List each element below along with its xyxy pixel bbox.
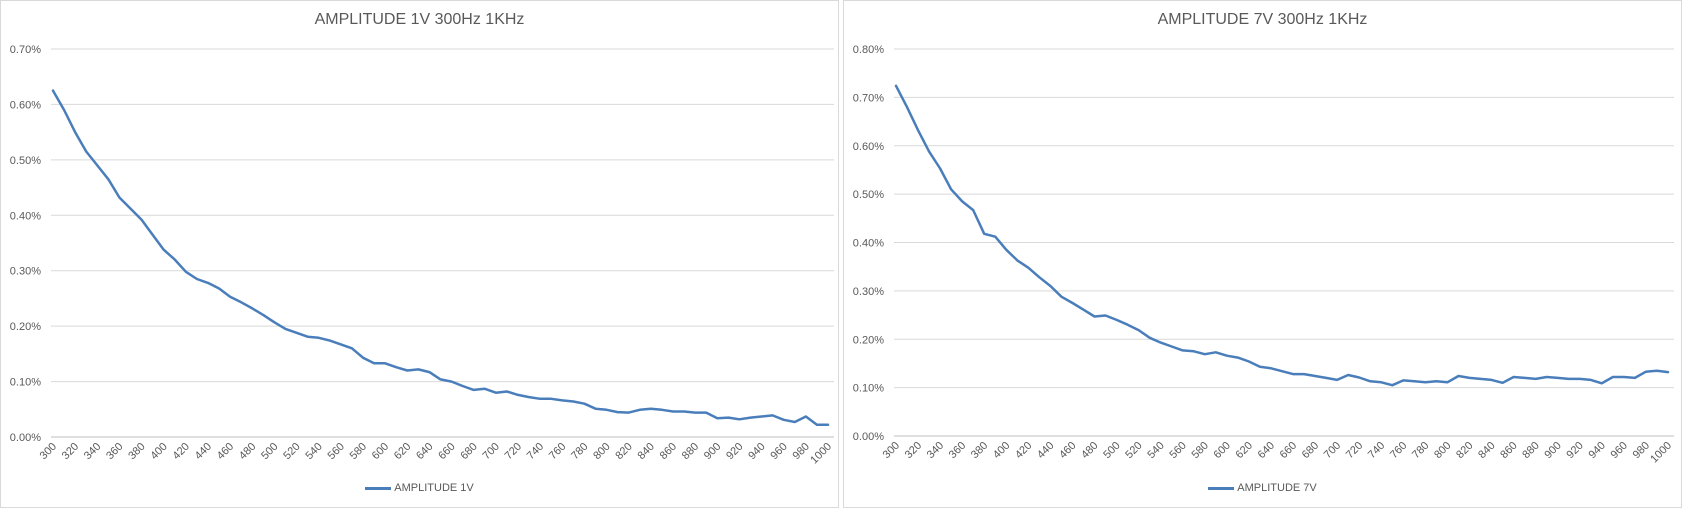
- x-tick-label: 880: [680, 441, 701, 462]
- y-tick-label: 0.80%: [853, 44, 884, 56]
- x-tick-label: 680: [458, 441, 479, 462]
- y-tick-label: 0.50%: [853, 189, 884, 201]
- y-tick-label: 0.40%: [853, 238, 884, 250]
- x-tick-label: 400: [991, 440, 1012, 461]
- x-tick-label: 380: [969, 440, 990, 461]
- x-tick-label: 460: [1057, 440, 1078, 461]
- x-tick-label: 720: [503, 441, 524, 462]
- x-tick-label: 780: [1410, 440, 1431, 461]
- x-tick-label: 760: [1388, 440, 1409, 461]
- y-tick-label: 0.30%: [853, 286, 884, 298]
- x-tick-label: 560: [326, 441, 347, 462]
- x-tick-label: 940: [1586, 440, 1607, 461]
- x-tick-label: 820: [613, 441, 634, 462]
- x-tick-label: 620: [1234, 440, 1255, 461]
- x-tick-label: 540: [303, 441, 324, 462]
- chart-title: AMPLITUDE 7V 300Hz 1KHz: [1157, 11, 1368, 28]
- x-tick-label: 740: [525, 441, 546, 462]
- y-tick-label: 0.40%: [10, 210, 41, 222]
- x-tick-label: 860: [658, 441, 679, 462]
- x-tick-label: 700: [1322, 440, 1343, 461]
- legend-swatch: [365, 486, 392, 490]
- x-tick-label: 840: [636, 441, 657, 462]
- x-tick-label: 760: [547, 441, 568, 462]
- chart-plot-area: 0.00% 0.10% 0.20% 0.30% 0.40% 0.50% 0.60% 0.70%…: [10, 44, 834, 467]
- series-line: [51, 89, 830, 427]
- x-tick-label: 400: [148, 441, 169, 462]
- chart-plot-area: 0.00% 0.10% 0.20% 0.30% 0.40% 0.50% 0.60% 0.70%…: [853, 44, 1674, 466]
- x-tick-label: 800: [1432, 440, 1453, 461]
- x-tick-label: 840: [1476, 440, 1497, 461]
- chart-legend: AMPLITUDE 1V: [1, 482, 838, 494]
- chart-legend: AMPLITUDE 7V: [844, 482, 1681, 494]
- y-tick-label: 0.20%: [10, 321, 41, 333]
- x-tick-label: 420: [1013, 440, 1034, 461]
- y-tick-label: 0.00%: [853, 431, 884, 443]
- x-tick-label: 820: [1454, 440, 1475, 461]
- x-tick-label: 500: [1101, 440, 1122, 461]
- legend-label: AMPLITUDE 7V: [1237, 482, 1317, 495]
- y-tick-label: 0.70%: [853, 92, 884, 104]
- x-tick-label: 520: [1123, 440, 1144, 461]
- x-tick-label: 940: [746, 441, 767, 462]
- x-tick-label: 380: [126, 441, 147, 462]
- x-tick-label: 640: [1256, 440, 1277, 461]
- x-tick-label: 320: [903, 440, 924, 461]
- y-tick-label: 0.20%: [853, 334, 884, 346]
- x-tick-label: 560: [1167, 440, 1188, 461]
- x-tick-label: 600: [370, 441, 391, 462]
- x-tick-label: 920: [1564, 440, 1585, 461]
- chart-title: AMPLITUDE 1V 300Hz 1KHz: [314, 11, 525, 28]
- x-tick-label: 680: [1300, 440, 1321, 461]
- x-tick-label: 440: [1035, 440, 1056, 461]
- x-tick-label: 1000: [808, 441, 834, 467]
- x-tick-label: 580: [1189, 440, 1210, 461]
- x-tick-label: 900: [702, 441, 723, 462]
- y-tick-label: 0.70%: [10, 44, 41, 56]
- x-tick-label: 340: [925, 440, 946, 461]
- x-tick-label: 440: [193, 441, 214, 462]
- x-tick-label: 600: [1212, 440, 1233, 461]
- x-tick-label: 580: [348, 441, 369, 462]
- chart-amplitude-1v: AMPLITUDE 1V 300Hz 1KHz 0.00% 0.10% 0.20% 0…: [0, 0, 839, 508]
- x-tick-label: 860: [1498, 440, 1519, 461]
- x-tick-label: 960: [1609, 440, 1630, 461]
- x-tick-label: 520: [281, 441, 302, 462]
- x-tick-label: 700: [481, 441, 502, 462]
- y-tick-label: 0.10%: [853, 383, 884, 395]
- x-tick-label: 480: [1079, 440, 1100, 461]
- x-tick-label: 640: [414, 441, 435, 462]
- x-tick-label: 320: [60, 441, 81, 462]
- x-tick-label: 340: [82, 441, 103, 462]
- x-tick-label: 720: [1344, 440, 1365, 461]
- x-tick-label: 920: [724, 441, 745, 462]
- series-line: [894, 84, 1670, 387]
- x-tick-label: 1000: [1648, 440, 1674, 466]
- x-tick-label: 360: [104, 441, 125, 462]
- chart-amplitude-7v: AMPLITUDE 7V 300Hz 1KHz 0.00% 0.10% 0.20% 0…: [843, 0, 1682, 508]
- x-tick-label: 660: [1278, 440, 1299, 461]
- legend-swatch: [1208, 486, 1235, 490]
- x-tick-label: 360: [947, 440, 968, 461]
- x-tick-label: 800: [591, 441, 612, 462]
- x-tick-label: 880: [1520, 440, 1541, 461]
- x-tick-label: 900: [1542, 440, 1563, 461]
- y-tick-label: 0.60%: [853, 141, 884, 153]
- x-tick-label: 480: [237, 441, 258, 462]
- y-tick-label: 0.60%: [10, 99, 41, 111]
- x-tick-label: 540: [1145, 440, 1166, 461]
- x-tick-label: 660: [436, 441, 457, 462]
- x-tick-label: 500: [259, 441, 280, 462]
- x-tick-label: 960: [768, 441, 789, 462]
- y-tick-label: 0.50%: [10, 155, 41, 167]
- x-tick-label: 740: [1366, 440, 1387, 461]
- y-tick-label: 0.00%: [10, 432, 41, 444]
- y-tick-label: 0.10%: [10, 377, 41, 389]
- y-tick-label: 0.30%: [10, 266, 41, 278]
- x-tick-label: 780: [569, 441, 590, 462]
- legend-label: AMPLITUDE 1V: [394, 482, 474, 495]
- x-tick-label: 420: [171, 441, 192, 462]
- x-tick-label: 620: [392, 441, 413, 462]
- x-tick-label: 460: [215, 441, 236, 462]
